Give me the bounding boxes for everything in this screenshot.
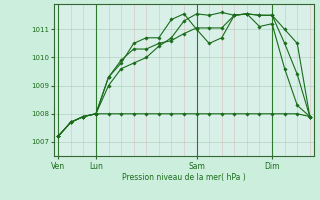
X-axis label: Pression niveau de la mer( hPa ): Pression niveau de la mer( hPa ) [122, 173, 246, 182]
